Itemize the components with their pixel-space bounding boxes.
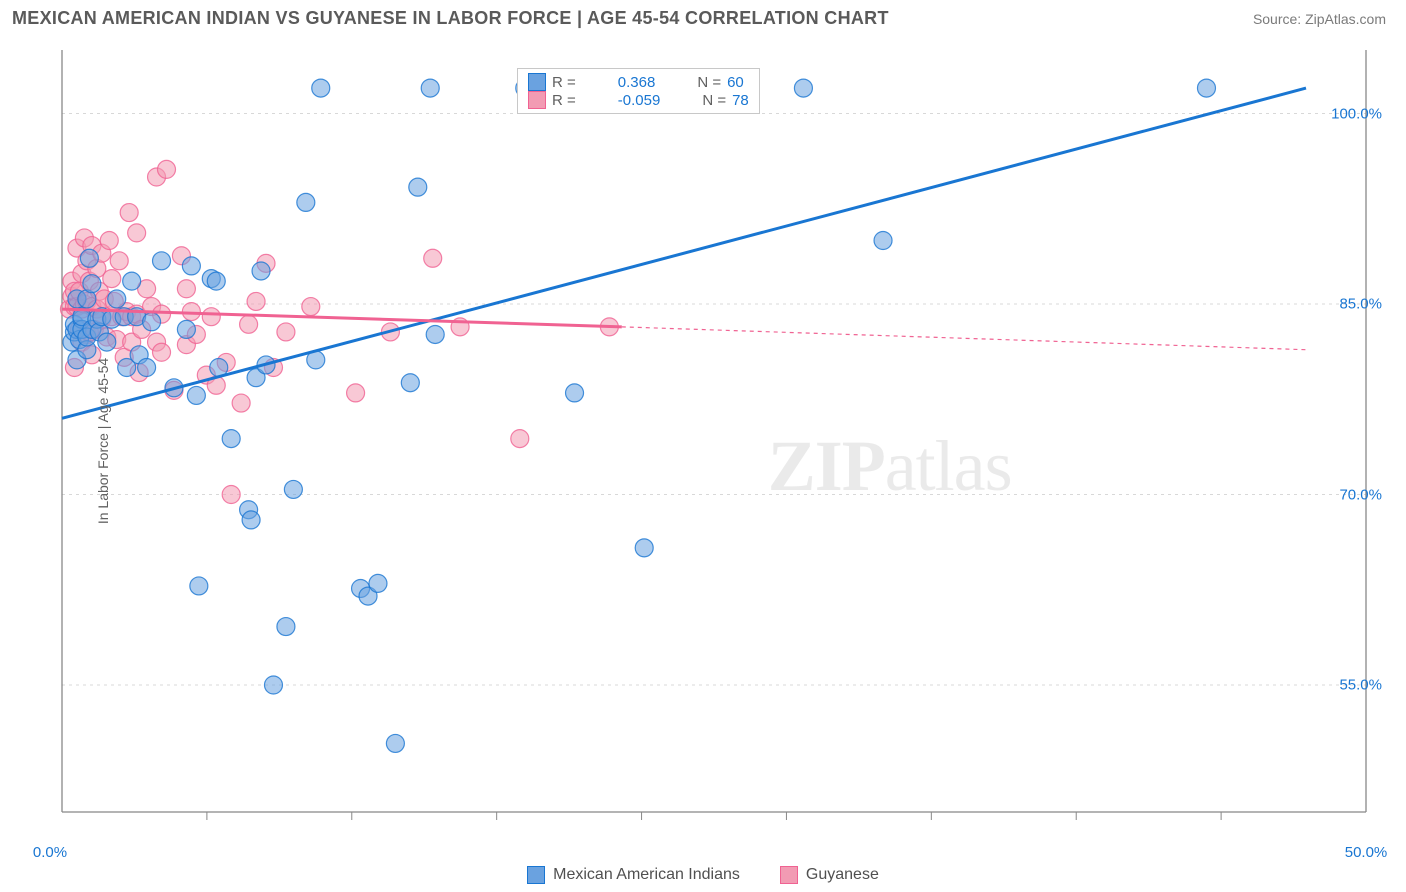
scatter-plot-svg bbox=[12, 40, 1386, 842]
legend-item-a: Mexican American Indians bbox=[527, 866, 740, 884]
x-tick: 50.0% bbox=[1345, 844, 1388, 861]
r-label: R = bbox=[552, 92, 576, 109]
legend-label-a: Mexican American Indians bbox=[553, 866, 740, 884]
y-tick: 55.0% bbox=[1339, 677, 1382, 694]
legend-swatch-a bbox=[527, 866, 545, 884]
series-a-n-value: 60 bbox=[727, 74, 744, 91]
series-legend: Mexican American Indians Guyanese bbox=[0, 866, 1406, 884]
correlation-legend: R = 0.368 N = 60 R = -0.059 N = 78 bbox=[517, 68, 760, 114]
series-b-swatch bbox=[528, 91, 546, 109]
y-tick: 85.0% bbox=[1339, 296, 1382, 313]
chart-area: In Labor Force | Age 45-54 55.0% 70.0% 85.… bbox=[12, 40, 1386, 842]
legend-item-b: Guyanese bbox=[780, 866, 879, 884]
n-label: N = bbox=[702, 92, 726, 109]
chart-title: MEXICAN AMERICAN INDIAN VS GUYANESE IN L… bbox=[12, 8, 889, 29]
y-tick: 100.0% bbox=[1331, 105, 1382, 122]
y-tick: 70.0% bbox=[1339, 486, 1382, 503]
legend-swatch-b bbox=[780, 866, 798, 884]
series-a-swatch bbox=[528, 73, 546, 91]
source-attribution: Source: ZipAtlas.com bbox=[1253, 11, 1386, 27]
n-label: N = bbox=[697, 74, 721, 91]
legend-label-b: Guyanese bbox=[806, 866, 879, 884]
x-tick: 0.0% bbox=[33, 844, 67, 861]
r-label: R = bbox=[552, 74, 576, 91]
series-b-n-value: 78 bbox=[732, 92, 749, 109]
y-axis-label: In Labor Force | Age 45-54 bbox=[95, 358, 111, 524]
series-a-r-value: 0.368 bbox=[618, 74, 656, 91]
x-tick-labels: 0.0%50.0% bbox=[50, 844, 1366, 864]
series-b-r-value: -0.059 bbox=[618, 92, 661, 109]
